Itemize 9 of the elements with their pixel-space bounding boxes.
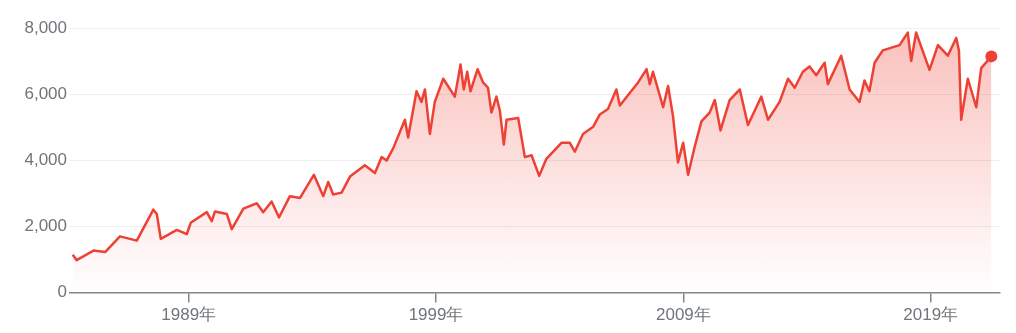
- x-tick-label: 1999年: [408, 305, 464, 325]
- y-tick-label: 6,000: [24, 83, 67, 103]
- x-tick-label: 1989年: [161, 305, 217, 325]
- y-tick-label: 2,000: [24, 216, 67, 236]
- y-tick-label: 8,000: [24, 17, 67, 37]
- y-tick-label: 4,000: [24, 149, 67, 169]
- x-tick-label: 2019年: [903, 305, 959, 325]
- y-tick-label: 0: [57, 282, 67, 302]
- x-tick-label: 2009年: [655, 305, 711, 325]
